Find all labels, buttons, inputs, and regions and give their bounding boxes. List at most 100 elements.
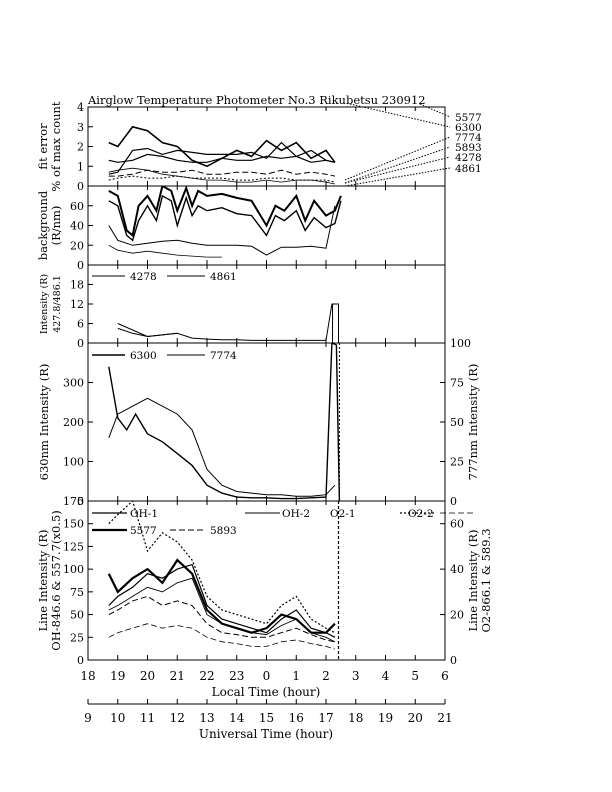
series-line-4861 — [117, 327, 178, 338]
y-tick-label: 3 — [77, 121, 84, 134]
spike-box — [332, 303, 339, 344]
y-tick-label: 0 — [77, 654, 84, 667]
series-line-6300 — [108, 343, 341, 501]
y-axis-label: 630nm Intensity (R) — [37, 364, 51, 481]
ut-tick-label: 17 — [318, 711, 333, 725]
panel-frame — [87, 106, 446, 187]
ut-tick-label: 11 — [140, 711, 155, 725]
series-line-6300 — [108, 153, 336, 163]
local-time-tick-label: 6 — [441, 669, 449, 683]
legend-label: 4861 — [455, 163, 482, 175]
y-tick-label: 0 — [77, 337, 84, 350]
y-tick-label: 100 — [63, 563, 84, 576]
y-tick-label: 0 — [77, 259, 84, 272]
legend-label: 6300 — [130, 350, 157, 362]
series-line-5577 — [107, 558, 336, 634]
local-time-tick-label: 22 — [199, 669, 214, 683]
ut-tick-label: 16 — [289, 711, 304, 725]
y-tick-label: 4 — [77, 101, 84, 114]
series-line-5577 — [108, 125, 336, 168]
y-axis-label: (R/nm) — [49, 206, 63, 246]
local-time-tick-label: 5 — [411, 669, 419, 683]
series-line-7774 — [108, 141, 336, 175]
local-time-tick-label: 18 — [80, 669, 95, 683]
series-line-O2-1 — [108, 501, 336, 634]
ut-tick-label: 13 — [199, 711, 214, 725]
series-line-5893 — [108, 595, 335, 643]
legend-label: 5893 — [455, 142, 482, 154]
legend-leader — [344, 156, 451, 184]
ut-tick-label: 10 — [110, 711, 125, 725]
local-time-tick-label: 4 — [382, 669, 390, 683]
series-line-4278 — [117, 303, 338, 341]
legend-label: 5577 — [130, 525, 157, 537]
series-group — [108, 125, 336, 185]
y-tick-label: 6 — [77, 318, 84, 331]
series-line-trace-3 — [108, 244, 222, 258]
legend-label: 7774 — [455, 132, 482, 144]
y-tick-label: 1 — [77, 160, 84, 173]
y-tick-label: 125 — [63, 540, 84, 553]
series-line-trace-0 — [108, 186, 342, 238]
y-tick-label: 40 — [70, 220, 84, 233]
y-right-tick-label: 0 — [450, 495, 457, 508]
y-tick-label: 18 — [70, 279, 84, 292]
legend-leader — [349, 103, 451, 128]
series-line-OH-1 — [108, 563, 336, 638]
bottom-axes: Local Time (hour) Universal Time (hour) — [199, 685, 333, 741]
y-axis-label: fit error — [36, 123, 50, 170]
legend-label: OH-1 — [130, 508, 158, 520]
legend-label: 5577 — [455, 112, 482, 124]
legend-label: 4278 — [130, 271, 157, 283]
ut-tick-label: 15 — [259, 711, 274, 725]
legend-leader — [344, 167, 451, 187]
ut-tick-label: 18 — [348, 711, 363, 725]
ut-tick-label: 14 — [229, 711, 245, 725]
y-right-tick-label: 40 — [450, 563, 464, 576]
y-axis-label: % of max count — [49, 101, 63, 191]
y-tick-label: 75 — [70, 586, 84, 599]
local-time-tick-label: 0 — [263, 669, 271, 683]
y-right-tick-label: 25 — [450, 456, 464, 469]
y-tick-label: 100 — [63, 456, 84, 469]
y-tick-label: 0 — [77, 180, 84, 193]
panel-background: 0 20 40 60 background (R/nm) — [36, 185, 446, 272]
y-tick-label: 50 — [70, 609, 84, 622]
y-right-axis-label: O2-866.1 & 589.3 — [479, 528, 493, 632]
y-right-axis-label: Line Intensity (R) — [466, 530, 480, 632]
series-group — [107, 501, 336, 650]
series-line-5893 — [108, 169, 336, 177]
local-time-tick-label: 23 — [229, 669, 244, 683]
y-axis-label: OH-846.6 & 557.7(x0.5) — [49, 510, 63, 650]
legend-label: 5893 — [210, 525, 237, 537]
y-right-tick-label: 0 — [450, 654, 457, 667]
ut-tick-label: 21 — [437, 711, 452, 725]
legend-label: O2-1 — [330, 508, 356, 520]
y-tick-label: 200 — [63, 416, 84, 429]
y-tick-label: 175 — [63, 495, 84, 508]
y-tick-label: 60 — [70, 200, 84, 213]
legend-label: 4861 — [210, 271, 237, 283]
figure-title: Airglow Temperature Photometer No.3 Riku… — [87, 93, 426, 107]
y-axis-label: Intensity (R) — [39, 274, 50, 334]
y-tick-label: 25 — [70, 631, 84, 644]
local-time-axis-label: Local Time (hour) — [212, 685, 321, 699]
y-tick-label: 12 — [70, 298, 84, 311]
panel-intensity_6300_7774: 0 100 200 300 0 25 50 75 100 777nm Intensity (R) 6… — [37, 337, 480, 508]
y-right-tick-label: 75 — [450, 377, 464, 390]
panel-intensity_4278_4861: 0 6 12 18 Intensity (R) 427.8/486.1 4278 4861 — [39, 264, 446, 350]
universal-time-axis-label: Universal Time (hour) — [199, 727, 333, 741]
ut-tick-label: 19 — [378, 711, 393, 725]
series-line-7774 — [108, 397, 336, 497]
series-line-4861 — [108, 167, 335, 185]
ut-tick-label: 9 — [84, 711, 92, 725]
local-time-tick-label: 19 — [110, 669, 125, 683]
y-right-tick-label: 60 — [450, 518, 464, 531]
y-tick-label: 150 — [63, 518, 84, 531]
y-tick-label: 2 — [77, 141, 84, 154]
y-tick-label: 300 — [63, 377, 84, 390]
y-right-tick-label: 50 — [450, 416, 464, 429]
series-group — [108, 343, 341, 501]
local-time-tick-label: 21 — [170, 669, 185, 683]
